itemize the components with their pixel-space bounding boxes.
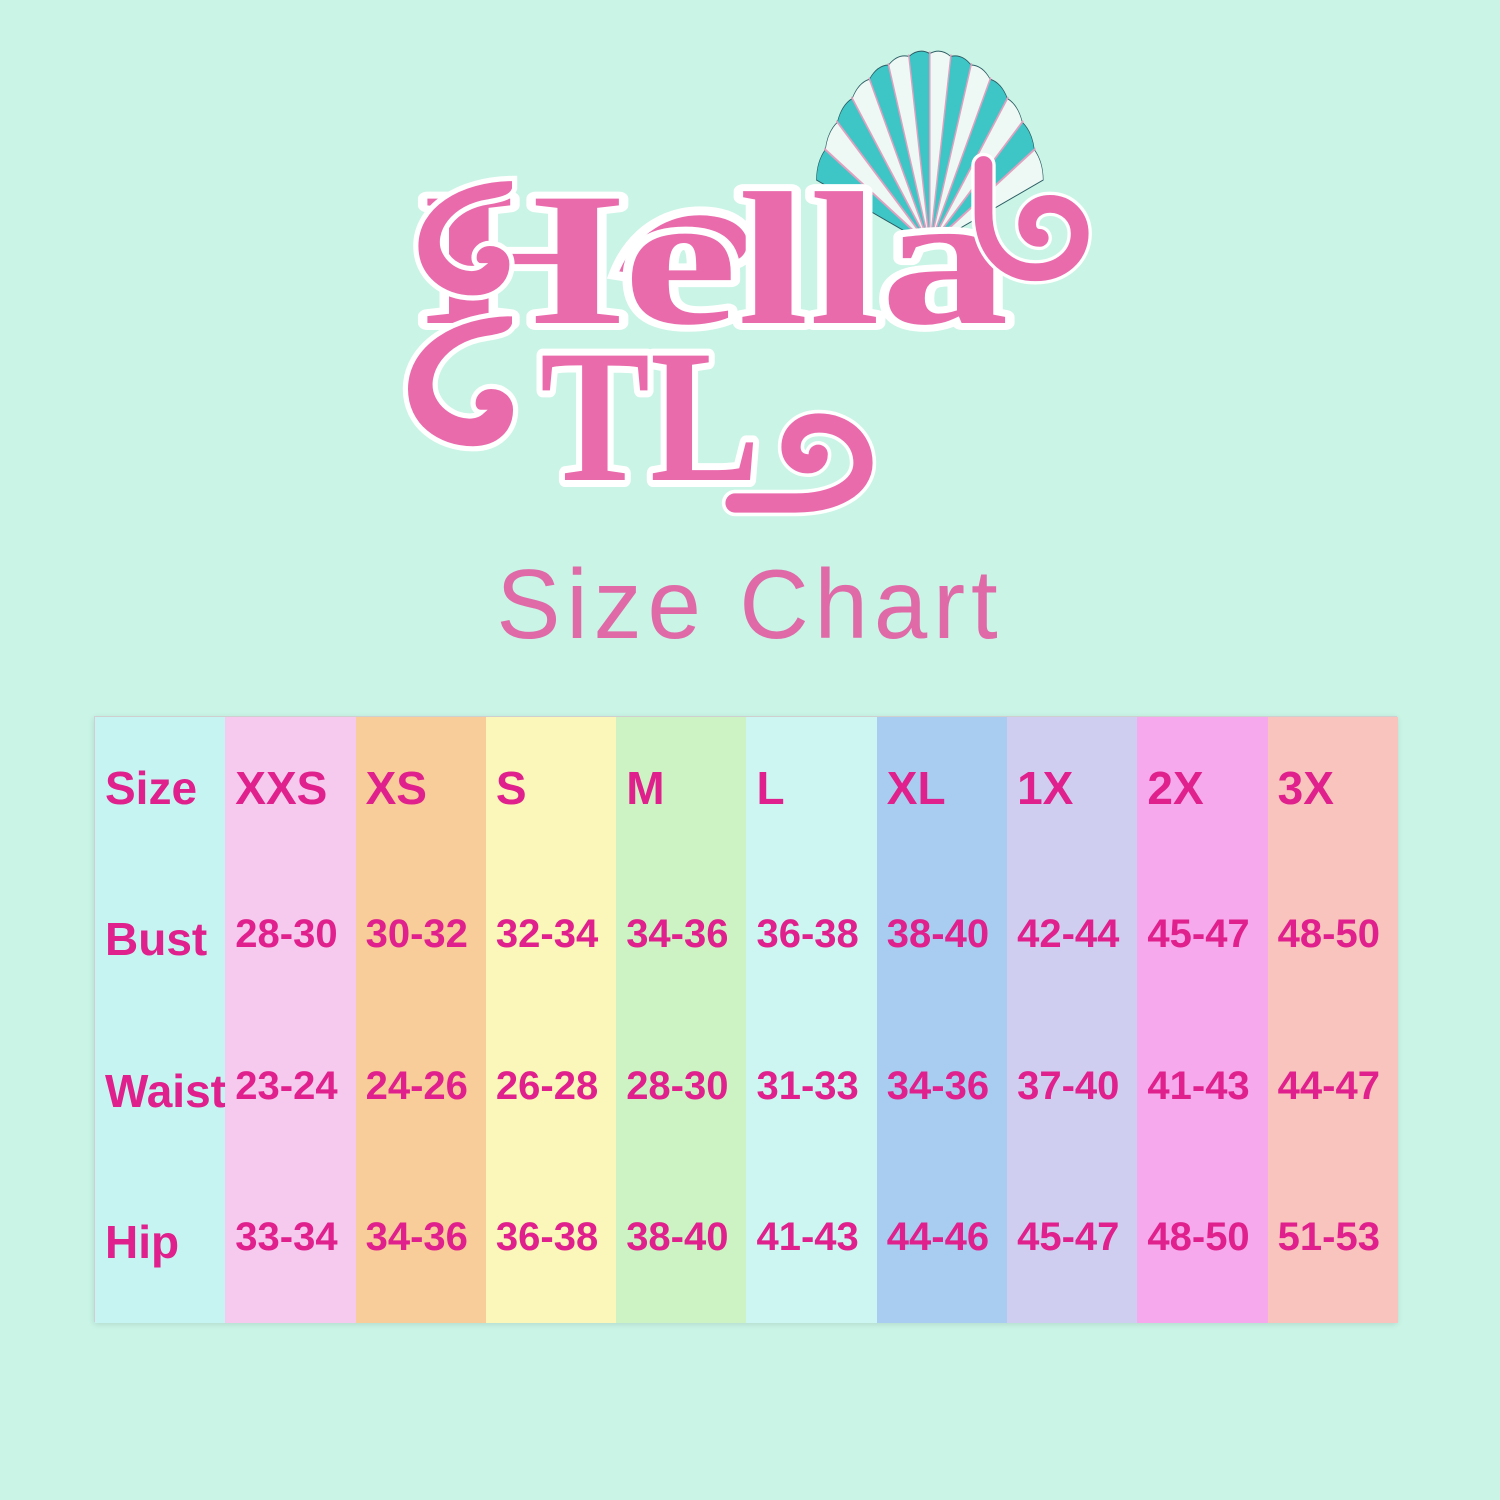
svg-text:TL: TL [540, 312, 760, 520]
